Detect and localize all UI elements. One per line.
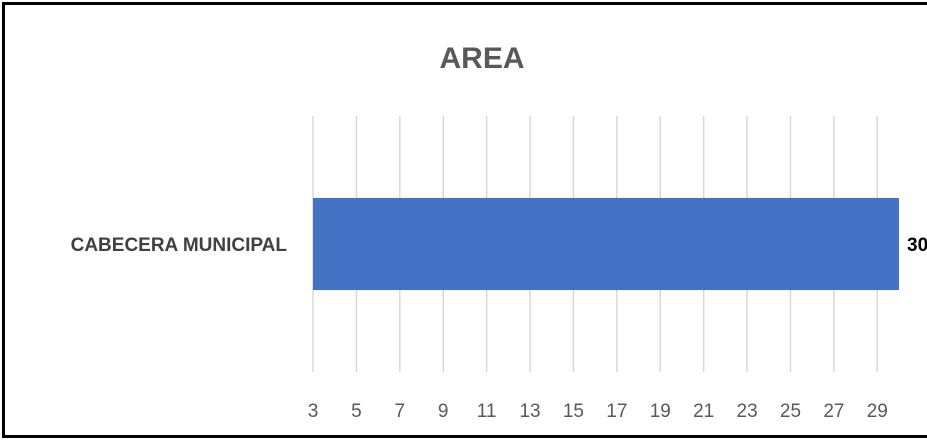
data-label: 30	[907, 235, 927, 256]
data-labels: 30	[907, 235, 927, 256]
x-tick-label: 27	[823, 401, 844, 422]
bar	[313, 197, 899, 291]
x-tick-label: 23	[737, 401, 758, 422]
x-tick-label: 11	[477, 401, 497, 422]
x-tick-label: 13	[519, 401, 540, 422]
x-tick-label: 15	[563, 401, 584, 422]
chart-title: AREA	[439, 42, 524, 75]
x-tick-label: 29	[867, 401, 888, 422]
x-tick-label: 7	[395, 401, 406, 422]
x-tick-label: 25	[780, 401, 801, 422]
x-tick-label: 3	[308, 401, 319, 422]
x-tick-labels: 3 5 7 9 11 13 15 17 19 21 23 25 27 29	[308, 401, 888, 422]
x-tick-label: 21	[693, 401, 714, 422]
x-tick-label: 5	[351, 401, 362, 422]
category-labels: CABECERA MUNICIPAL	[71, 235, 288, 256]
x-tick-label: 17	[606, 401, 627, 422]
x-tick-label: 9	[438, 401, 449, 422]
bars	[313, 197, 899, 291]
x-tick-label: 19	[650, 401, 671, 422]
category-label: CABECERA MUNICIPAL	[71, 235, 288, 256]
